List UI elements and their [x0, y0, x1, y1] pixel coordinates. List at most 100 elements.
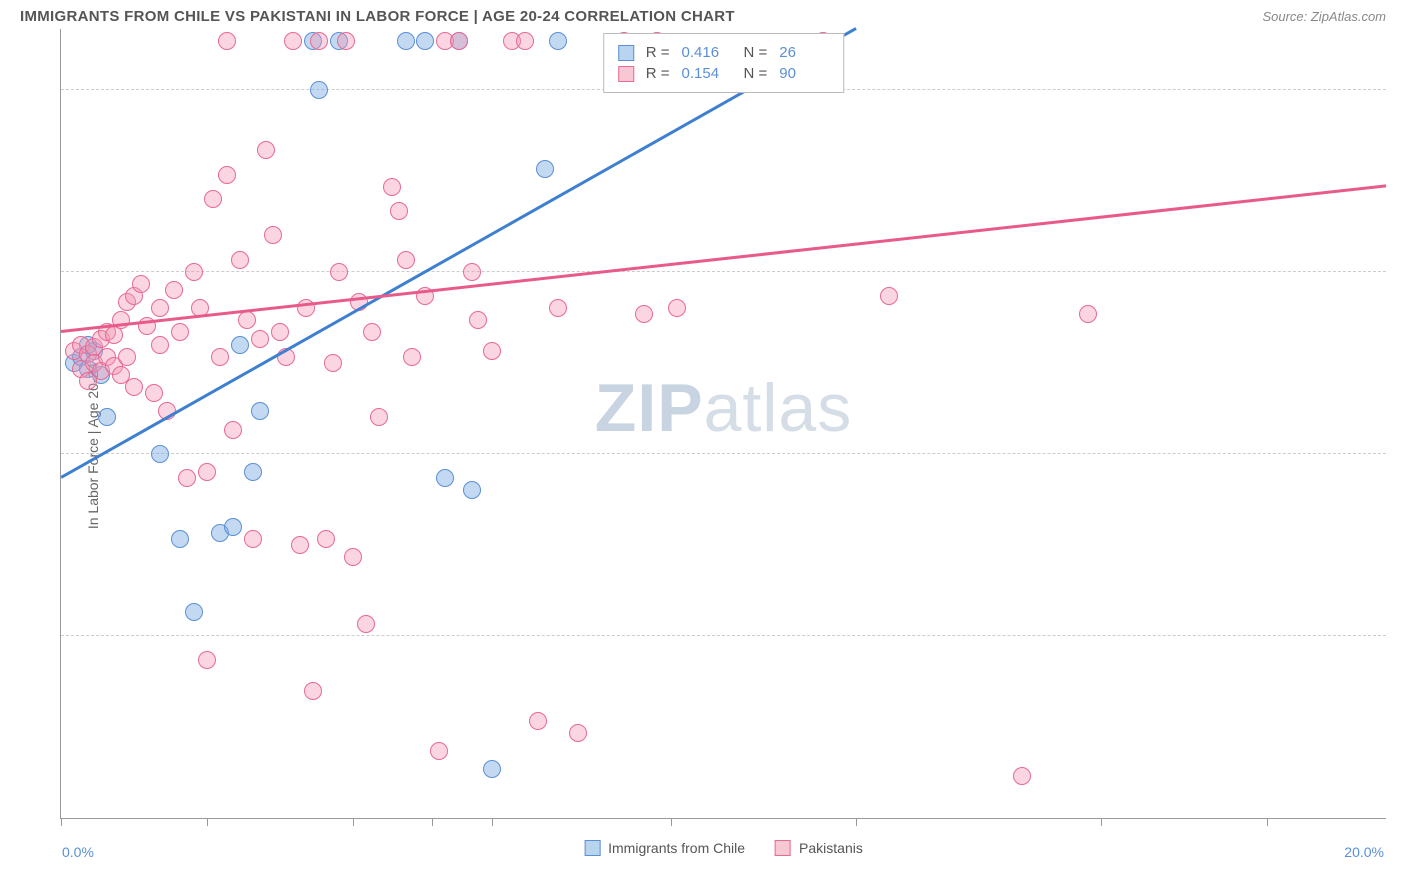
scatter-point	[198, 463, 216, 481]
scatter-point	[324, 354, 342, 372]
scatter-point	[224, 518, 242, 536]
scatter-point	[635, 305, 653, 323]
scatter-point	[238, 311, 256, 329]
scatter-point	[344, 548, 362, 566]
scatter-point	[1013, 767, 1031, 785]
scatter-point	[1079, 305, 1097, 323]
scatter-point	[244, 530, 262, 548]
scatter-point	[151, 336, 169, 354]
chart-plot-area: ZIPatlas R = 0.416 N = 26 R = 0.154 N = …	[60, 29, 1386, 819]
legend-label-pakistani: Pakistanis	[799, 840, 863, 856]
scatter-point	[363, 323, 381, 341]
swatch-chile-icon	[618, 45, 634, 61]
scatter-point	[397, 32, 415, 50]
scatter-point	[317, 530, 335, 548]
scatter-point	[151, 299, 169, 317]
x-tick	[207, 818, 208, 826]
r-label: R =	[646, 44, 670, 61]
scatter-point	[668, 299, 686, 317]
scatter-point	[880, 287, 898, 305]
scatter-point	[357, 615, 375, 633]
legend-item-chile: Immigrants from Chile	[584, 840, 745, 856]
x-tick	[353, 818, 354, 826]
scatter-point	[549, 32, 567, 50]
scatter-point	[403, 348, 421, 366]
r-label: R =	[646, 65, 670, 82]
watermark-text: ZIPatlas	[595, 369, 852, 447]
trend-line	[60, 27, 856, 478]
x-axis-max-label: 20.0%	[1344, 844, 1384, 860]
scatter-point	[284, 32, 302, 50]
legend-item-pakistani: Pakistanis	[775, 840, 863, 856]
scatter-point	[218, 32, 236, 50]
scatter-point	[271, 323, 289, 341]
r-value-chile: 0.416	[682, 44, 732, 61]
x-tick	[432, 818, 433, 826]
scatter-point	[264, 226, 282, 244]
scatter-point	[536, 160, 554, 178]
scatter-point	[337, 32, 355, 50]
x-axis-min-label: 0.0%	[62, 844, 94, 860]
gridline-horizontal	[61, 453, 1386, 454]
scatter-point	[529, 712, 547, 730]
scatter-point	[397, 251, 415, 269]
scatter-point	[463, 263, 481, 281]
y-tick-label: 55.0%	[1396, 612, 1406, 628]
chart-source: Source: ZipAtlas.com	[1262, 9, 1386, 24]
series-legend: Immigrants from Chile Pakistanis	[584, 840, 863, 856]
scatter-point	[430, 742, 448, 760]
scatter-point	[549, 299, 567, 317]
gridline-horizontal	[61, 635, 1386, 636]
scatter-point	[383, 178, 401, 196]
scatter-point	[310, 81, 328, 99]
legend-label-chile: Immigrants from Chile	[608, 840, 745, 856]
n-value-chile: 26	[779, 44, 829, 61]
scatter-point	[178, 469, 196, 487]
scatter-point	[132, 275, 150, 293]
scatter-point	[251, 330, 269, 348]
x-tick	[1267, 818, 1268, 826]
scatter-point	[224, 421, 242, 439]
trend-line	[61, 184, 1386, 332]
swatch-pakistani-icon	[775, 840, 791, 856]
legend-row-pakistani: R = 0.154 N = 90	[618, 63, 830, 84]
scatter-point	[151, 445, 169, 463]
scatter-point	[291, 536, 309, 554]
x-tick	[671, 818, 672, 826]
y-tick-label: 70.0%	[1396, 430, 1406, 446]
scatter-point	[231, 251, 249, 269]
scatter-point	[310, 32, 328, 50]
n-label: N =	[744, 44, 768, 61]
chart-header: IMMIGRANTS FROM CHILE VS PAKISTANI IN LA…	[0, 0, 1406, 29]
x-tick	[492, 818, 493, 826]
n-value-pakistani: 90	[779, 65, 829, 82]
scatter-point	[211, 348, 229, 366]
scatter-point	[185, 603, 203, 621]
scatter-point	[198, 651, 216, 669]
scatter-point	[516, 32, 534, 50]
scatter-point	[171, 323, 189, 341]
scatter-point	[257, 141, 275, 159]
r-value-pakistani: 0.154	[682, 65, 732, 82]
scatter-point	[251, 402, 269, 420]
scatter-point	[98, 408, 116, 426]
y-tick-label: 100.0%	[1396, 66, 1406, 82]
scatter-point	[450, 32, 468, 50]
scatter-point	[390, 202, 408, 220]
swatch-pakistani-icon	[618, 66, 634, 82]
gridline-horizontal	[61, 271, 1386, 272]
scatter-point	[304, 682, 322, 700]
scatter-point	[118, 348, 136, 366]
scatter-point	[145, 384, 163, 402]
chart-title: IMMIGRANTS FROM CHILE VS PAKISTANI IN LA…	[20, 8, 735, 25]
scatter-point	[330, 263, 348, 281]
correlation-legend: R = 0.416 N = 26 R = 0.154 N = 90	[603, 33, 845, 93]
scatter-point	[244, 463, 262, 481]
scatter-point	[171, 530, 189, 548]
swatch-chile-icon	[584, 840, 600, 856]
scatter-point	[204, 190, 222, 208]
scatter-point	[125, 378, 143, 396]
x-tick	[856, 818, 857, 826]
scatter-point	[463, 481, 481, 499]
x-tick	[61, 818, 62, 826]
